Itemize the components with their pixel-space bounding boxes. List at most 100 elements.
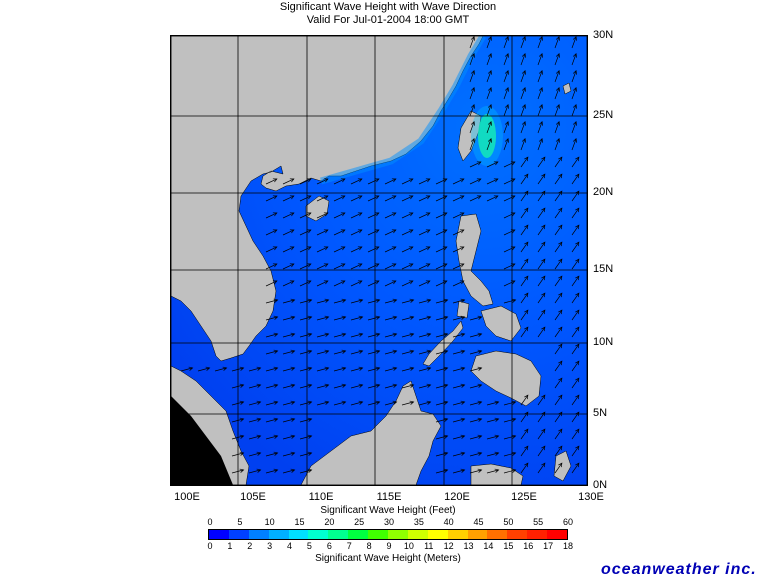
wave-arrow — [520, 103, 526, 117]
wave-arrow — [503, 246, 516, 253]
wave-arrow — [554, 343, 563, 355]
map-subtitle: Valid For Jul-01-2004 18:00 GMT — [306, 14, 470, 26]
wave-arrow — [571, 326, 580, 338]
wave-arrow — [520, 309, 529, 321]
wave-arrow — [265, 434, 279, 440]
wave-arrow — [282, 417, 296, 423]
wave-arrow — [435, 280, 448, 287]
wave-arrow — [537, 36, 543, 49]
wave-arrow — [350, 366, 364, 372]
wave-arrow — [571, 36, 577, 49]
wave-arrow — [282, 400, 296, 406]
wave-arrow — [486, 103, 492, 117]
wave-arrow — [571, 103, 577, 117]
wave-arrow — [333, 400, 347, 406]
wave-arrow — [299, 229, 312, 236]
wave-arrow — [333, 349, 347, 355]
wave-arrow — [554, 36, 560, 49]
wave-arrow — [265, 315, 279, 321]
wave-arrow — [350, 315, 364, 321]
scale-swatch — [328, 530, 349, 539]
scale-swatch — [388, 530, 408, 539]
wave-arrow — [316, 212, 329, 219]
wave-arrow — [265, 383, 279, 389]
wave-arrow — [537, 394, 546, 406]
wave-arrow — [520, 326, 529, 338]
wave-arrow — [537, 120, 543, 134]
scale-feet-tick: 15 — [294, 517, 305, 527]
wave-arrow — [214, 366, 228, 372]
color-scale-bar — [208, 529, 568, 540]
wave-arrow — [231, 366, 245, 372]
scale-meters-tick: 18 — [562, 541, 574, 551]
wave-arrow — [520, 258, 529, 270]
wave-arrow — [333, 298, 347, 304]
lon-label-110e: 110E — [308, 491, 334, 503]
wave-arrow — [401, 349, 415, 355]
wave-arrow — [384, 383, 398, 389]
wave-arrow — [554, 411, 563, 423]
wave-arrow — [537, 103, 543, 117]
wave-arrow — [554, 326, 563, 338]
wave-arrow — [486, 161, 499, 168]
wave-arrow — [452, 229, 465, 236]
wave-arrow — [503, 280, 516, 287]
wave-arrow — [452, 468, 466, 474]
wave-arrow — [435, 195, 448, 202]
wave-arrow — [265, 400, 279, 406]
wave-arrow — [231, 417, 245, 423]
wave-arrow — [435, 400, 449, 406]
wave-arrow — [316, 298, 330, 304]
wave-arrow — [299, 434, 313, 440]
wave-arrow — [435, 332, 449, 338]
lat-label-30n: 30N — [593, 29, 614, 41]
lon-label-100e: 100E — [174, 491, 200, 503]
wave-arrow — [401, 229, 414, 236]
wave-arrow — [418, 315, 432, 321]
scale-swatch — [547, 530, 568, 539]
wave-arrow — [265, 366, 279, 372]
wave-arrow — [554, 103, 560, 117]
scale-meters-tick: 16 — [523, 541, 534, 551]
wave-arrow — [452, 451, 466, 457]
wave-arrow — [418, 195, 431, 202]
wave-arrow — [571, 69, 577, 83]
wave-arrow — [333, 332, 347, 338]
wave-arrow — [503, 417, 517, 423]
wave-arrow — [520, 190, 529, 202]
wave-arrow — [537, 275, 546, 287]
wave-arrow — [299, 212, 312, 219]
wave-arrow — [282, 246, 295, 253]
wave-arrow — [401, 298, 415, 304]
wave-arrow — [503, 120, 509, 134]
wave-arrow — [384, 400, 398, 406]
wave-arrow — [418, 178, 431, 185]
wave-arrow — [537, 207, 546, 219]
wave-arrow — [299, 349, 313, 355]
wave-arrow — [486, 417, 500, 423]
wave-arrow — [452, 298, 466, 304]
wave-arrow — [486, 178, 499, 185]
wave-arrow — [384, 263, 397, 270]
map-title: Significant Wave Height with Wave Direct… — [279, 1, 497, 13]
lon-label-125e: 125E — [511, 491, 537, 503]
wave-arrow — [401, 332, 415, 338]
wave-arrow — [554, 173, 563, 185]
wave-arrow — [537, 224, 546, 236]
wave-arrow — [452, 195, 465, 202]
coastal-band — [320, 36, 487, 185]
wave-arrow — [265, 417, 279, 423]
wave-arrow — [503, 212, 516, 219]
lat-label-5n: 5N — [593, 407, 608, 419]
wave-arrow — [520, 411, 529, 423]
scale-meters-tick: 17 — [543, 541, 554, 551]
wave-arrow — [333, 280, 346, 287]
wave-arrow — [435, 246, 448, 253]
wave-arrow — [469, 400, 483, 406]
wave-arrow — [452, 434, 466, 440]
wave-arrow — [537, 86, 543, 100]
lat-label-0n: 0N — [593, 479, 608, 491]
wave-arrow — [554, 224, 563, 236]
wave-arrow — [282, 212, 295, 219]
wave-arrow — [571, 173, 580, 185]
